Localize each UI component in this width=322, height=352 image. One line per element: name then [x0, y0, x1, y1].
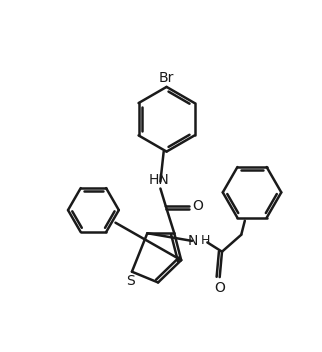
Text: Br: Br [159, 71, 174, 84]
Text: HN: HN [148, 173, 169, 187]
Text: O: O [214, 281, 225, 295]
Text: N: N [188, 234, 198, 248]
Text: H: H [201, 234, 211, 247]
Text: O: O [193, 199, 204, 213]
Text: S: S [126, 274, 135, 288]
